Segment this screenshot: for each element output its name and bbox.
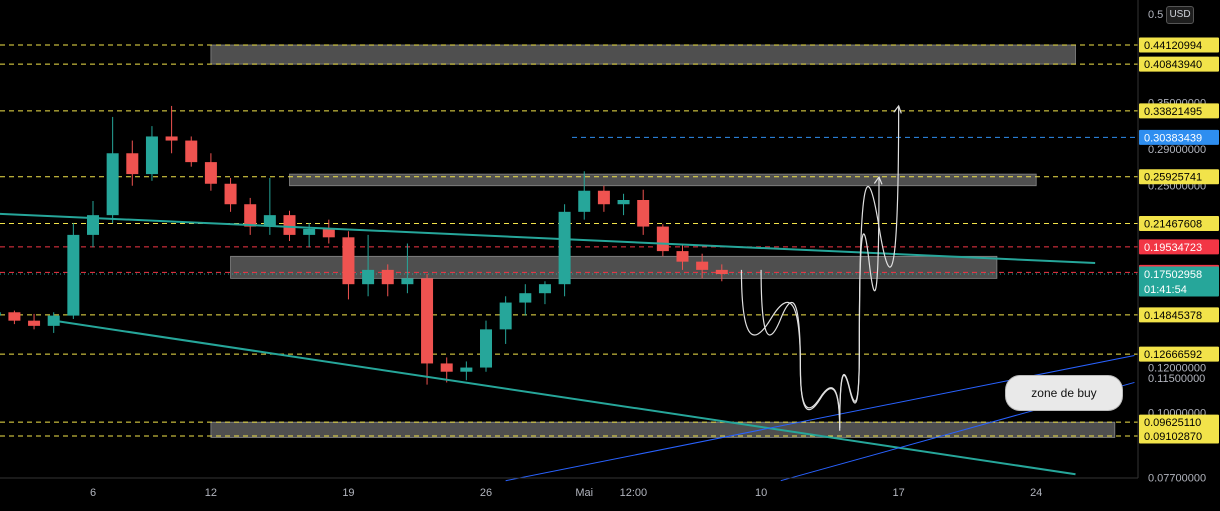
price-tick-label: 0.12000000 <box>1148 363 1206 375</box>
level-label-bg <box>1139 37 1219 53</box>
candle-body[interactable] <box>106 153 119 216</box>
candle-body[interactable] <box>480 329 492 368</box>
level-label-bg <box>1139 215 1219 231</box>
levels-layer <box>0 44 1138 437</box>
level-price-label: 0.14845378 <box>1144 310 1202 322</box>
level-label-bg <box>1139 56 1219 72</box>
candle-body[interactable] <box>617 200 630 205</box>
candle-body[interactable] <box>597 190 610 205</box>
time-axis[interactable]: 6 12 19 26 Mai 12:00 10 17 24 <box>0 477 1138 499</box>
candle-body[interactable] <box>0 312 1 316</box>
candle-body[interactable] <box>224 183 237 205</box>
level-label-bg <box>1139 239 1219 255</box>
time-tick-label: 6 <box>90 487 96 499</box>
candle-body[interactable] <box>676 251 689 262</box>
time-tick-label: 17 <box>893 487 905 499</box>
level-price-label: 0.09625110 <box>1144 417 1201 429</box>
time-tick-label: 10 <box>755 487 767 499</box>
time-tick-label: 12:00 <box>620 487 648 499</box>
level-label-bg <box>1139 346 1219 362</box>
price-tick-label: 0.29000000 <box>1148 144 1206 156</box>
trend-line-1[interactable] <box>0 212 1096 265</box>
candle-body[interactable] <box>362 269 375 285</box>
time-tick-label: Mai <box>575 487 593 499</box>
level-price-label: 0.25925741 <box>1144 172 1202 184</box>
projection-path-6[interactable] <box>760 176 880 429</box>
candles-layer <box>0 105 728 385</box>
price-tick-label: 0.5 <box>1148 9 1163 21</box>
level-price-label: 0.17502958 <box>1144 269 1202 281</box>
level-label-bg <box>1139 428 1219 444</box>
trend-line-3[interactable] <box>505 354 1135 482</box>
zone-de-buy-callout: zone de buy <box>1006 376 1122 410</box>
candle-body[interactable] <box>460 367 473 372</box>
trend-line-2[interactable] <box>53 319 1076 476</box>
candle-body[interactable] <box>401 278 414 285</box>
time-tick-label: 26 <box>480 487 492 499</box>
candle-body[interactable] <box>421 278 434 364</box>
candle-body[interactable] <box>263 215 276 227</box>
candle-body[interactable] <box>381 269 394 285</box>
candle-body[interactable] <box>558 211 571 285</box>
level-price-label: 0.19534723 <box>1144 242 1202 254</box>
time-tick-label: 19 <box>342 487 354 499</box>
time-tick-label: 12 <box>205 487 217 499</box>
level-price-label: 0.12666592 <box>1144 349 1202 361</box>
level-price-label: 0.40843940 <box>1144 59 1202 71</box>
candle-body[interactable] <box>165 136 178 141</box>
candle-body[interactable] <box>578 190 591 212</box>
zones-layer <box>210 44 1116 438</box>
level-price-label: 0.09102870 <box>1144 431 1202 443</box>
candle-body[interactable] <box>204 162 217 184</box>
zone-box-1[interactable] <box>289 173 1037 187</box>
candle-body[interactable] <box>126 153 139 175</box>
level-label-bg <box>1139 307 1219 323</box>
price-tick-label: 0.11500000 <box>1148 373 1205 385</box>
zone-box-3[interactable] <box>210 421 1116 438</box>
level-label-bg <box>1139 169 1219 185</box>
level-label-bg <box>1139 103 1219 119</box>
candle-body[interactable] <box>342 237 355 285</box>
candle-body[interactable] <box>28 320 41 326</box>
countdown-label: 01:41:54 <box>1144 284 1187 296</box>
candle-body[interactable] <box>656 226 669 252</box>
candle-body[interactable] <box>67 234 80 316</box>
level-price-label: 0.44120994 <box>1144 40 1202 52</box>
candle-body[interactable] <box>440 363 453 372</box>
zone-box-0[interactable] <box>210 44 1076 65</box>
candle-body[interactable] <box>637 200 650 227</box>
candle-body[interactable] <box>303 228 316 235</box>
price-axis[interactable]: 0.50.350000000.290000000.250000000.12000… <box>1137 0 1219 484</box>
candle-body[interactable] <box>519 293 532 303</box>
candle-body[interactable] <box>244 204 257 227</box>
candle-body[interactable] <box>8 312 21 321</box>
candle-body[interactable] <box>322 228 335 238</box>
projection-arrowhead <box>873 175 883 185</box>
level-price-label: 0.33821495 <box>1144 106 1202 118</box>
price-tick-label: 0.07700000 <box>1148 472 1206 484</box>
candle-body[interactable] <box>185 140 198 163</box>
currency-badge[interactable]: USD <box>1166 6 1194 24</box>
projection-arrowhead <box>893 104 902 114</box>
candle-body[interactable] <box>145 136 158 175</box>
level-label-bg <box>1139 266 1219 297</box>
level-label-bg <box>1139 129 1219 145</box>
level-price-label: 0.30383439 <box>1144 132 1202 144</box>
level-price-label: 0.21467608 <box>1144 218 1202 230</box>
time-tick-label: 24 <box>1030 487 1042 499</box>
candle-body[interactable] <box>696 261 709 270</box>
zone-box-2[interactable] <box>230 255 998 279</box>
candle-body[interactable] <box>538 284 551 294</box>
candle-body[interactable] <box>715 269 728 275</box>
candle-body[interactable] <box>499 302 512 330</box>
candle-body[interactable] <box>87 215 99 235</box>
level-label-bg <box>1139 414 1219 430</box>
candle-body[interactable] <box>283 215 296 235</box>
